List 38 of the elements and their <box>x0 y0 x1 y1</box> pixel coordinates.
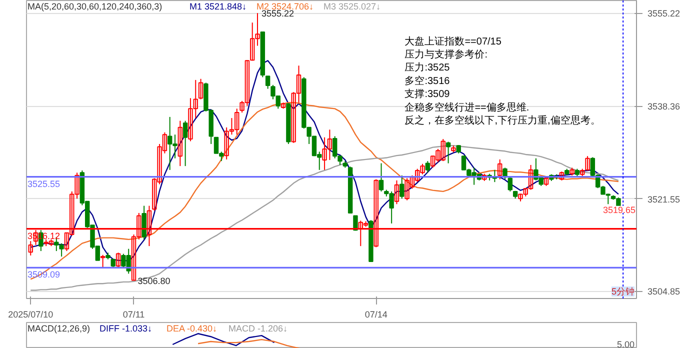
y-tick-label: 3521.55 <box>648 194 680 204</box>
y-tick-label: 3504.85 <box>648 286 680 297</box>
candlestick <box>182 120 188 167</box>
series-label: DEA -0.430↓ <box>166 324 218 334</box>
text: M2 3524.706↓ <box>256 2 314 12</box>
chart-title: MACD(12,26,9) <box>28 324 90 334</box>
candlestick <box>508 176 513 192</box>
candlestick <box>446 141 451 164</box>
y-tick-label: 3538.36 <box>648 102 680 112</box>
annotation: 5.00 <box>616 340 635 348</box>
candlestick <box>142 205 146 240</box>
candlestick <box>400 174 404 200</box>
candlestick <box>265 76 270 90</box>
x-tick-label: 2025/07/10 <box>8 310 54 320</box>
candlestick <box>178 120 183 167</box>
legend-title: MA(5,20,60,30,60,120,240,360,3) <box>28 2 162 12</box>
annotation: 3555.22 <box>262 8 294 19</box>
candlestick <box>378 162 384 192</box>
candlestick <box>498 158 502 180</box>
annotation: 3506.80 <box>138 276 170 286</box>
text: DIFF -1.033↓ <box>100 324 152 334</box>
candlestick <box>116 252 121 268</box>
annotation: 大盘上证指数==07/15 压力与支撑参考价: 压力:3525 多空:3516 支撑:3509 企稳多空线行进==偏多思维. 反之，在多空线以下,下行压力重,偏空思考。 <box>404 35 600 126</box>
x-tick-label: 07/14 <box>364 310 388 320</box>
text: MACD -1.206↓ <box>228 324 288 334</box>
ref-line-label: 3525.55 <box>28 178 60 189</box>
text: M1 3521.848↓ <box>190 2 247 12</box>
candlestick <box>394 180 400 205</box>
text: M3 3525.027↓ <box>324 2 381 12</box>
y-tick-label: 3555.22 <box>648 8 680 19</box>
candlestick <box>100 254 106 268</box>
annotation: 5分钟 <box>611 286 635 296</box>
candlestick <box>425 160 430 174</box>
annotation: 3519.65 <box>602 204 636 215</box>
candlestick <box>28 240 33 256</box>
candlestick <box>544 176 549 186</box>
x-tick-label: 07/11 <box>122 310 145 320</box>
candlestick <box>198 78 204 100</box>
